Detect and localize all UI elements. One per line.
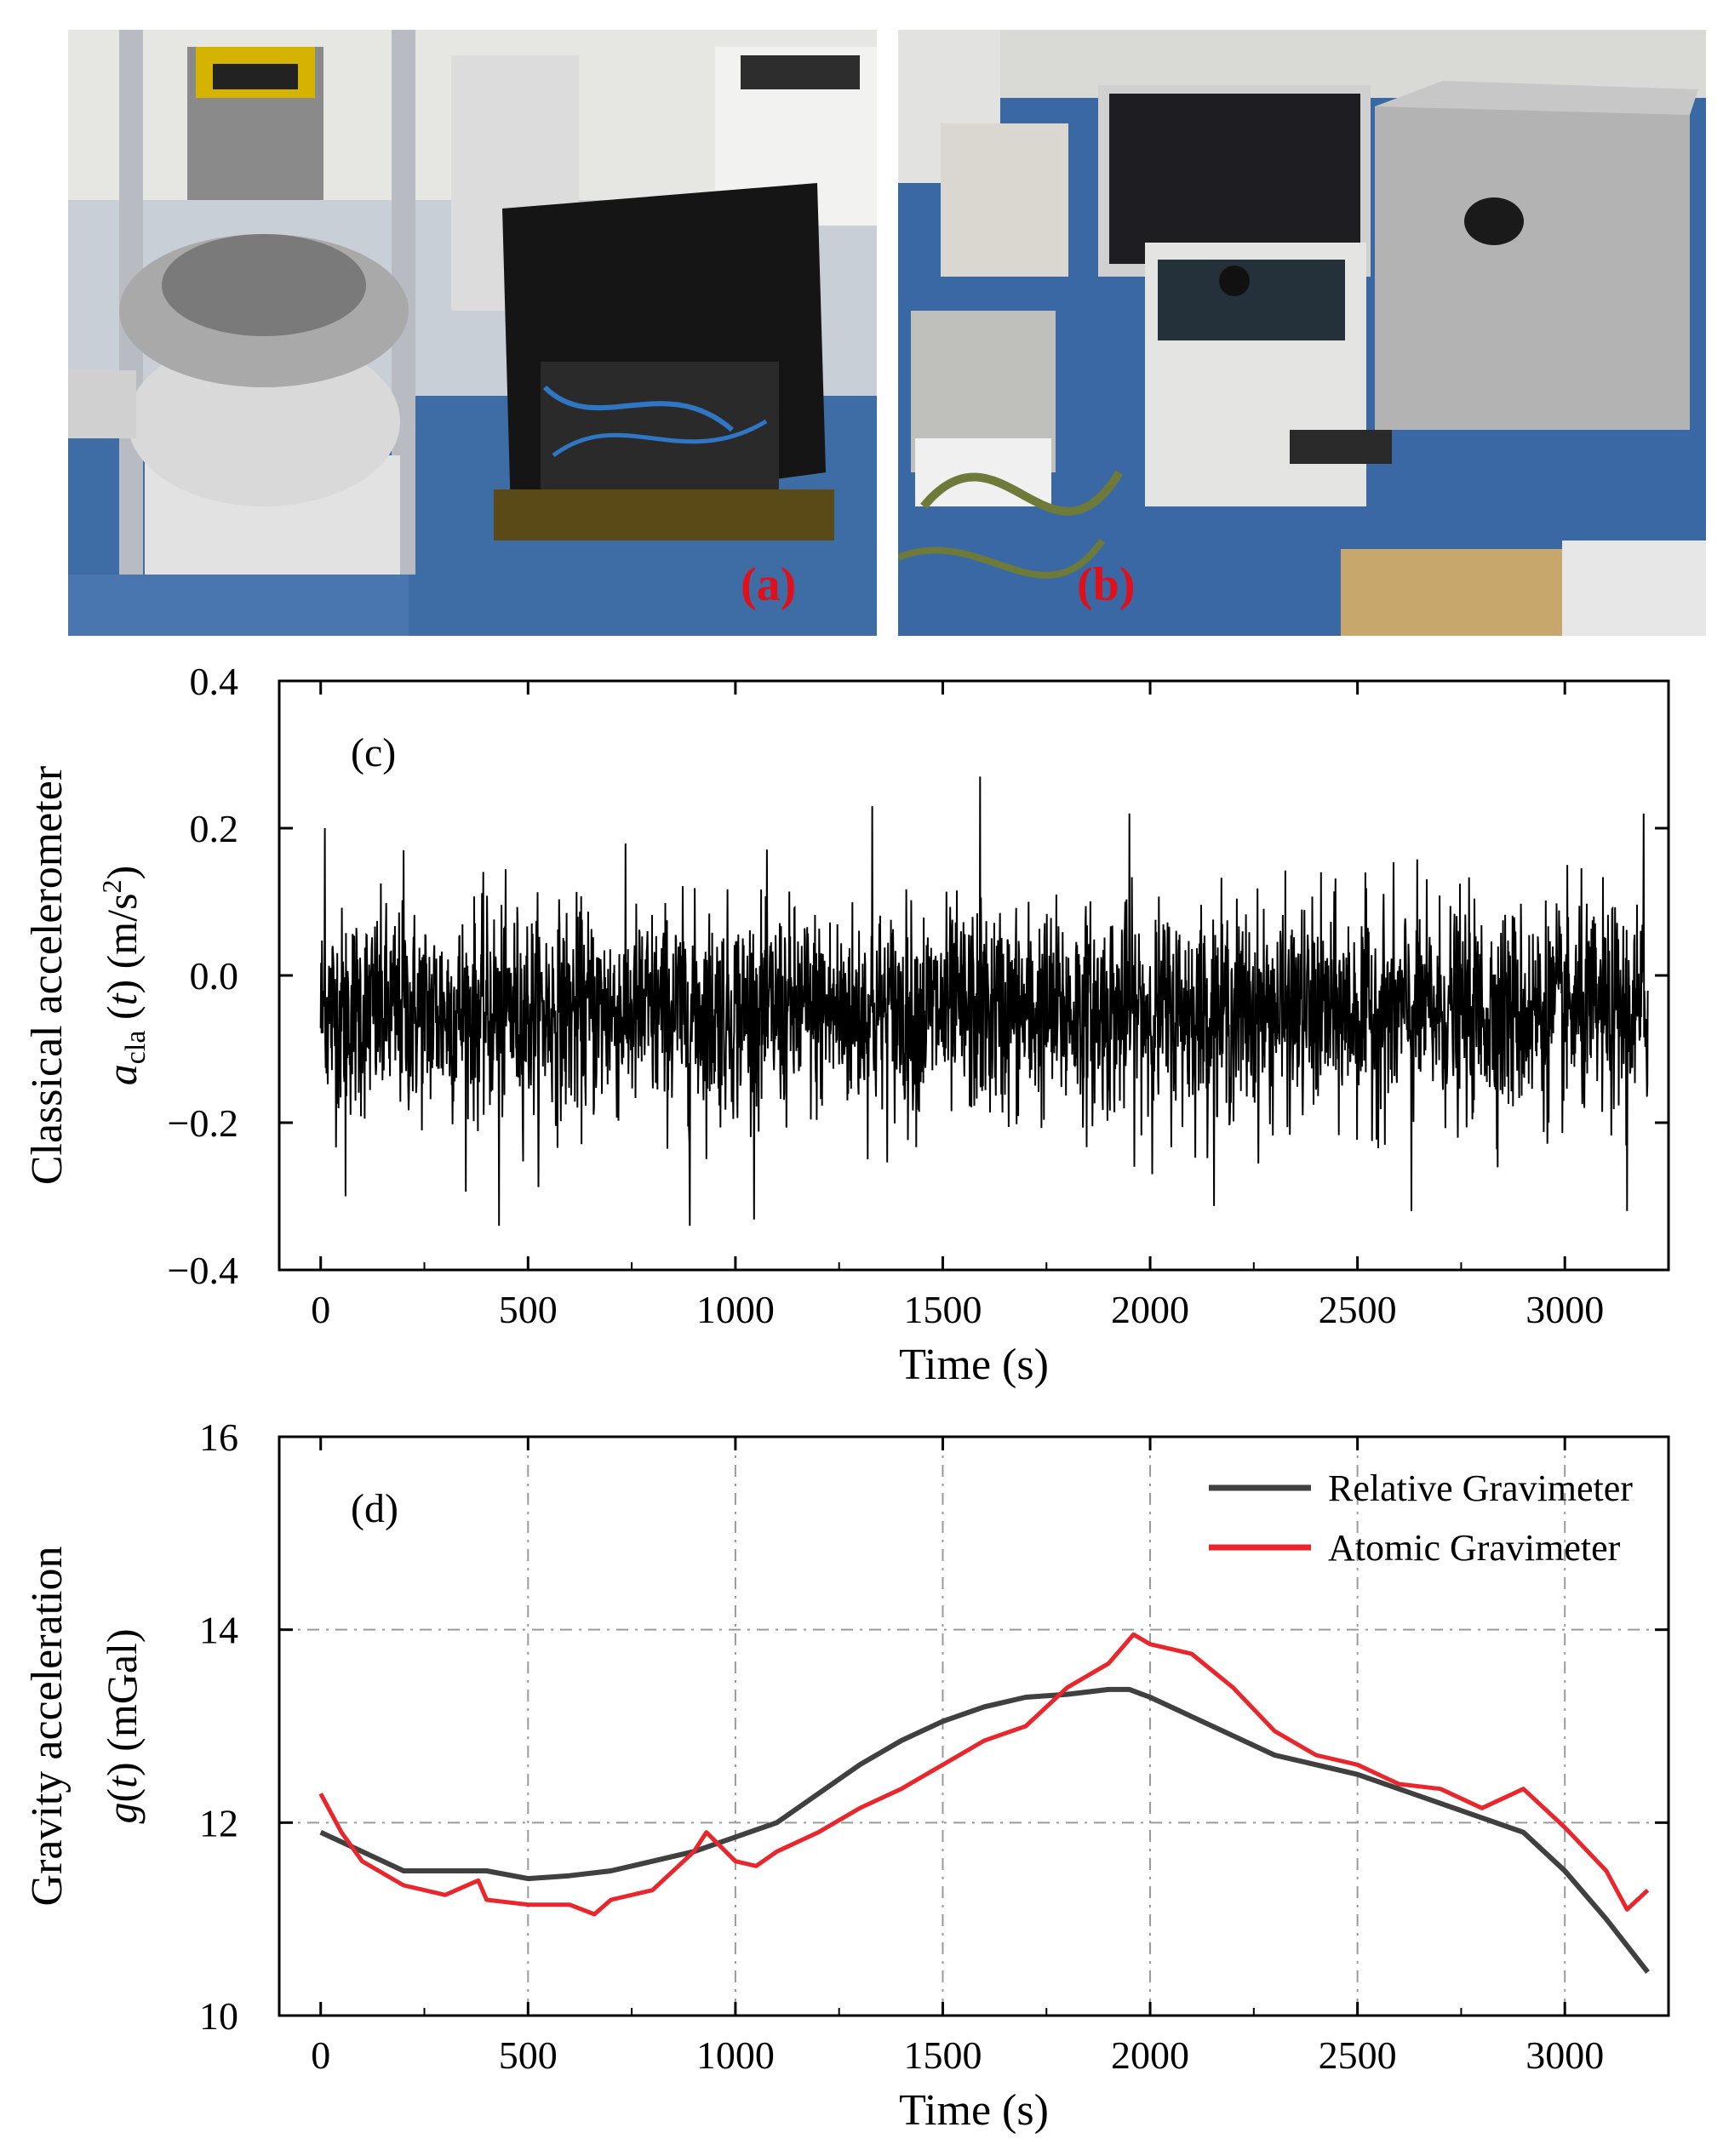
c-ytick-label-3: 0.2 — [190, 807, 239, 850]
photo-panel-a: (a) — [68, 30, 877, 636]
chart-d-y-axis-label-line2: g(t) (mGal) — [98, 1628, 146, 1823]
chart-c-x-axis-label: Time (s) — [899, 1341, 1049, 1389]
chart-d-grid — [279, 1437, 1669, 2016]
lab-photo-b-image — [898, 30, 1706, 636]
c-xtick-label-5: 2500 — [1319, 1288, 1397, 1331]
chart-d-series-line-1 — [318, 1632, 1650, 1917]
d-ytick-label-2: 14 — [199, 1609, 238, 1652]
c-ytick-label-2: 0.0 — [190, 954, 239, 998]
d-ytick-label-3: 16 — [199, 1415, 238, 1459]
chart-d-x-axis-label: Time (s) — [899, 2086, 1049, 2135]
c-xtick-label-3: 1500 — [903, 1288, 982, 1331]
panel-label-b: (b) — [1077, 558, 1136, 611]
legend-label-relative: Relative Gravimeter — [1328, 1467, 1633, 1509]
c-xtick-label-2: 1000 — [696, 1288, 775, 1331]
d-ytick-label-1: 12 — [199, 1801, 238, 1844]
c-xtick-label-0: 0 — [311, 1288, 330, 1331]
photo-panel-b: (b) — [898, 30, 1706, 636]
c-xtick-label-1: 500 — [499, 1288, 558, 1331]
chart-c-panel-label: (c) — [351, 730, 396, 775]
chart-c-series-line — [319, 776, 1649, 1227]
chart-d-gravity: 0 500 1000 1500 2000 2500 3000 10 12 14 16 (d) Tim… — [23, 1415, 1670, 2135]
chart-c-y-axis-label-line2: acla (t) (m/s2) — [96, 866, 152, 1085]
panel-label-a: (a) — [741, 558, 797, 611]
d-xtick-label-0: 0 — [311, 2033, 330, 2077]
chart-d-series-layer — [318, 1632, 1650, 1974]
d-xtick-label-4: 2000 — [1111, 2033, 1189, 2077]
d-xtick-label-5: 2500 — [1319, 2033, 1397, 2077]
chart-c-accelerometer: 0 500 1000 1500 2000 2500 3000 −0.4 −0.2 0.0 0.2 0.… — [23, 660, 1670, 1389]
chart-c-y-axis-label-line1: Classical accelerometer — [23, 766, 72, 1185]
lab-photo-a-image — [68, 30, 877, 636]
legend-label-atomic: Atomic Gravimeter — [1328, 1527, 1621, 1569]
chart-d-ticks: 0 500 1000 1500 2000 2500 3000 10 12 14 16 — [199, 1415, 1669, 2077]
c-ytick-label-0: −0.4 — [168, 1249, 238, 1292]
chart-d-y-axis-label-line1: Gravity acceleration — [23, 1547, 72, 1907]
c-xtick-label-4: 2000 — [1111, 1288, 1189, 1331]
d-xtick-label-3: 1500 — [903, 2033, 982, 2077]
chart-d-series-line-0 — [319, 1686, 1650, 1974]
c-ytick-label-1: −0.2 — [168, 1101, 238, 1145]
chart-c-series-layer — [319, 776, 1649, 1227]
d-xtick-label-2: 1000 — [696, 2033, 775, 2077]
chart-c-ticks: 0 500 1000 1500 2000 2500 3000 −0.4 −0.2 0.0 0.2 0.… — [168, 660, 1669, 1331]
d-xtick-label-6: 3000 — [1526, 2033, 1604, 2077]
chart-d-panel-label: (d) — [351, 1486, 398, 1531]
c-ytick-label-4: 0.4 — [190, 660, 239, 703]
d-ytick-label-0: 10 — [199, 1994, 238, 2038]
c-xtick-label-6: 3000 — [1526, 1288, 1604, 1331]
d-xtick-label-1: 500 — [499, 2033, 558, 2077]
chart-d-frame — [278, 1435, 1670, 2017]
chart-d-legend: Relative Gravimeter Atomic Gravimeter — [1209, 1467, 1633, 1569]
